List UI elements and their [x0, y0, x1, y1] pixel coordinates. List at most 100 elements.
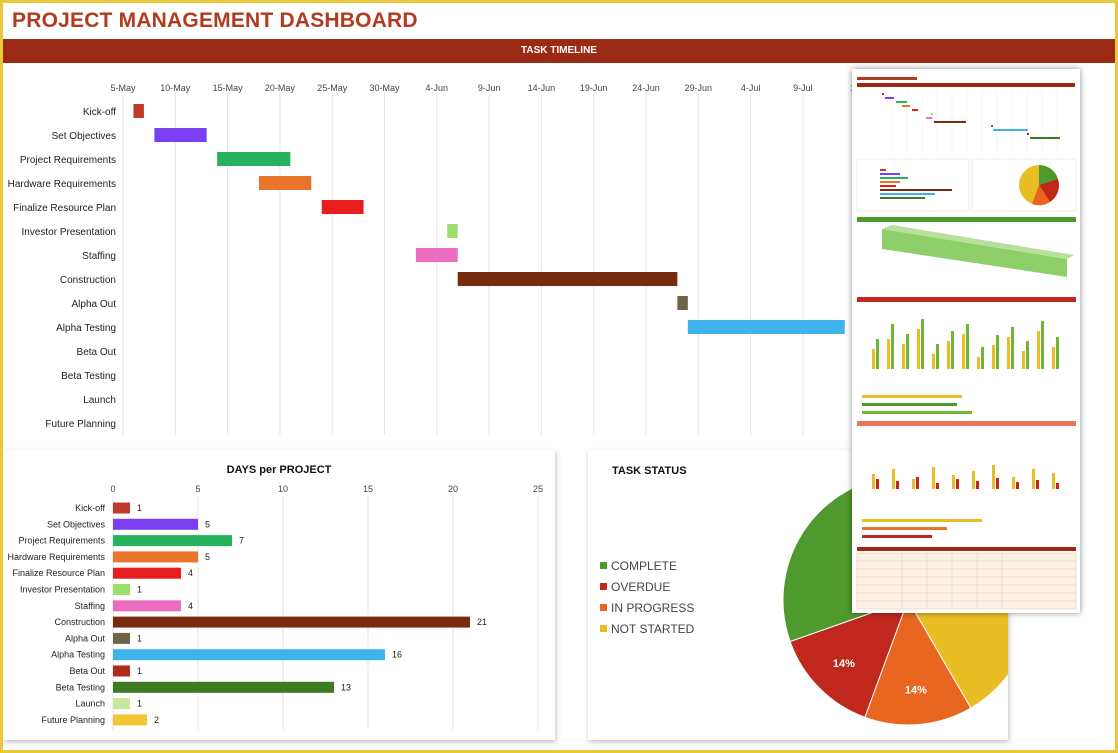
legend-label: OVERDUE [611, 579, 671, 594]
gantt-bar [415, 248, 458, 262]
days-category-label: Kick-off [75, 503, 105, 513]
days-value-label: 7 [239, 536, 244, 546]
days-value-label: 13 [341, 682, 351, 692]
gantt-bar [258, 176, 312, 190]
gantt-x-tick: 24-Jun [632, 83, 660, 93]
days-category-label: Beta Out [69, 666, 105, 676]
days-bar [113, 518, 198, 530]
gantt-task-label: Beta Testing [61, 371, 116, 382]
gantt-x-tick: 4-Jun [426, 83, 449, 93]
days-category-label: Alpha Testing [51, 650, 105, 660]
gantt-bar [677, 296, 688, 310]
pie-slice [864, 598, 972, 726]
days-category-label: Alpha Out [65, 633, 106, 643]
gantt-task-label: Project Requirements [20, 155, 116, 166]
days-category-label: Construction [54, 617, 105, 627]
gantt-task-label: Hardware Requirements [8, 179, 116, 190]
task-status-legend: COMPLETE OVERDUE IN PROGRESS NOT STARTED [600, 555, 694, 639]
legend-item: NOT STARTED [600, 618, 694, 639]
days-category-label: Launch [75, 699, 105, 709]
days-value-label: 2 [154, 715, 159, 725]
days-value-label: 1 [137, 633, 142, 643]
days-bar [113, 698, 130, 710]
days-x-tick: 25 [533, 484, 543, 494]
gantt-task-label: Launch [83, 395, 116, 406]
pie-slice-label: 14% [833, 658, 855, 670]
gantt-task-label: Beta Out [77, 347, 117, 358]
gantt-x-tick: 25-May [317, 83, 348, 93]
days-x-tick: 5 [195, 484, 200, 494]
legend-swatch [600, 562, 607, 569]
gantt-task-label: Staffing [82, 251, 116, 262]
days-bar [113, 584, 130, 595]
days-bar [113, 681, 334, 693]
gantt-x-tick: 30-May [369, 83, 400, 93]
gantt-task-label: Construction [60, 275, 116, 286]
gantt-x-tick: 9-Jun [478, 83, 501, 93]
dashboard-frame: PROJECT MANAGEMENT DASHBOARD TASK TIMELI… [3, 3, 1115, 750]
days-bar [113, 714, 147, 726]
task-status-title: TASK STATUS [612, 465, 687, 477]
gantt-x-tick: 29-Jun [685, 83, 713, 93]
days-bar [113, 535, 232, 547]
gantt-bar [321, 200, 364, 214]
days-chart-title: DAYS per PROJECT [227, 464, 332, 476]
gantt-x-tick: 9-Jul [793, 83, 813, 93]
days-bar [113, 665, 130, 677]
gantt-task-label: Future Planning [45, 419, 116, 430]
gantt-x-tick: 19-Jun [580, 83, 608, 93]
days-x-tick: 15 [363, 484, 373, 494]
legend-item: IN PROGRESS [600, 597, 694, 618]
legend-label: NOT STARTED [611, 621, 695, 636]
days-bar [113, 616, 470, 628]
days-value-label: 16 [392, 650, 402, 660]
days-value-label: 21 [477, 617, 487, 627]
gantt-bar [217, 152, 291, 166]
legend-label: COMPLETE [611, 558, 678, 573]
days-bar [113, 551, 198, 563]
legend-item: OVERDUE [600, 576, 694, 597]
gantt-bar [457, 272, 678, 286]
gantt-task-label: Set Objectives [52, 131, 116, 142]
pie-slice-label: 14% [905, 685, 927, 697]
days-category-label: Project Requirements [18, 536, 105, 546]
days-value-label: 5 [205, 552, 210, 562]
gantt-task-label: Alpha Out [72, 299, 117, 310]
gantt-x-tick: 4-Jul [741, 83, 761, 93]
gantt-task-label: Alpha Testing [56, 323, 116, 334]
gantt-x-tick: 20-May [265, 83, 296, 93]
legend-label: IN PROGRESS [611, 600, 695, 615]
days-per-project-panel: DAYS per PROJECT 0 5 10 15 20 25 Kick-off 1 Set O… [3, 450, 555, 740]
gantt-x-tick: 5-May [110, 83, 136, 93]
gantt-x-tick: 15-May [213, 83, 244, 93]
legend-swatch [600, 625, 607, 632]
days-category-label: Staffing [75, 601, 105, 611]
days-bar [113, 632, 130, 644]
days-category-label: Finalize Resource Plan [12, 568, 105, 578]
days-x-tick: 20 [448, 484, 458, 494]
days-value-label: 4 [188, 568, 193, 578]
gantt-task-label: Investor Presentation [22, 227, 117, 238]
days-category-label: Future Planning [41, 715, 105, 725]
gantt-x-tick: 10-May [160, 83, 191, 93]
days-bar [113, 502, 130, 514]
days-value-label: 5 [205, 519, 210, 529]
days-bar [113, 649, 385, 661]
legend-swatch [600, 604, 607, 611]
thumbnail-graphic [852, 69, 1080, 613]
days-bar [113, 600, 181, 612]
dashboard-preview-thumbnail[interactable] [852, 69, 1080, 613]
days-value-label: 1 [137, 666, 142, 676]
days-category-label: Hardware Requirements [7, 552, 105, 562]
days-x-tick: 10 [278, 484, 288, 494]
days-category-label: Beta Testing [56, 682, 105, 692]
gantt-task-label: Finalize Resource Plan [13, 203, 116, 214]
gantt-bar [154, 128, 207, 142]
gantt-bar [687, 320, 845, 334]
gantt-task-label: Kick-off [83, 107, 116, 118]
pie-slice [789, 599, 909, 718]
gantt-chart: 5-May 10-May 15-May 20-May 25-May 30-May 4-Jun… [8, 83, 860, 435]
days-value-label: 1 [137, 699, 142, 709]
gantt-bar [447, 224, 458, 238]
